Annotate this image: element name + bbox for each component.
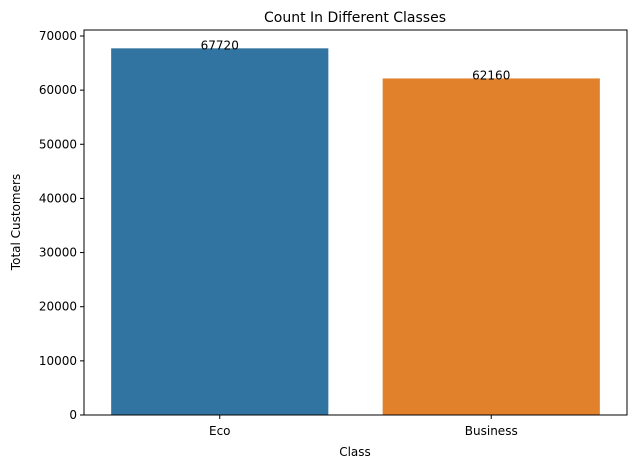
x-axis-label: Class — [339, 445, 371, 459]
y-tick-label: 0 — [69, 408, 77, 422]
chart-title: Count In Different Classes — [264, 10, 446, 26]
y-tick-label: 40000 — [39, 191, 77, 205]
x-axis-ticks: Eco Business — [209, 415, 518, 438]
x-tick-label: Business — [465, 424, 518, 438]
y-axis-label: Total Customers — [9, 174, 23, 271]
data-label: 62160 — [472, 68, 510, 82]
bar-eco — [111, 48, 329, 415]
bars — [111, 48, 600, 415]
y-tick-label: 20000 — [39, 300, 77, 314]
y-tick-label: 60000 — [39, 83, 77, 97]
plot-frame — [83, 29, 628, 416]
y-axis-ticks: 0 10000 20000 30000 40000 50000 60000 70000 — [39, 29, 84, 422]
data-labels: 67720 62160 — [201, 38, 511, 82]
x-tick-label: Eco — [209, 424, 231, 438]
data-label: 67720 — [201, 38, 239, 52]
bar-business — [382, 78, 600, 415]
y-tick-label: 50000 — [39, 137, 77, 151]
y-tick-label: 30000 — [39, 246, 77, 260]
y-tick-label: 10000 — [39, 354, 77, 368]
y-tick-label: 70000 — [39, 29, 77, 43]
